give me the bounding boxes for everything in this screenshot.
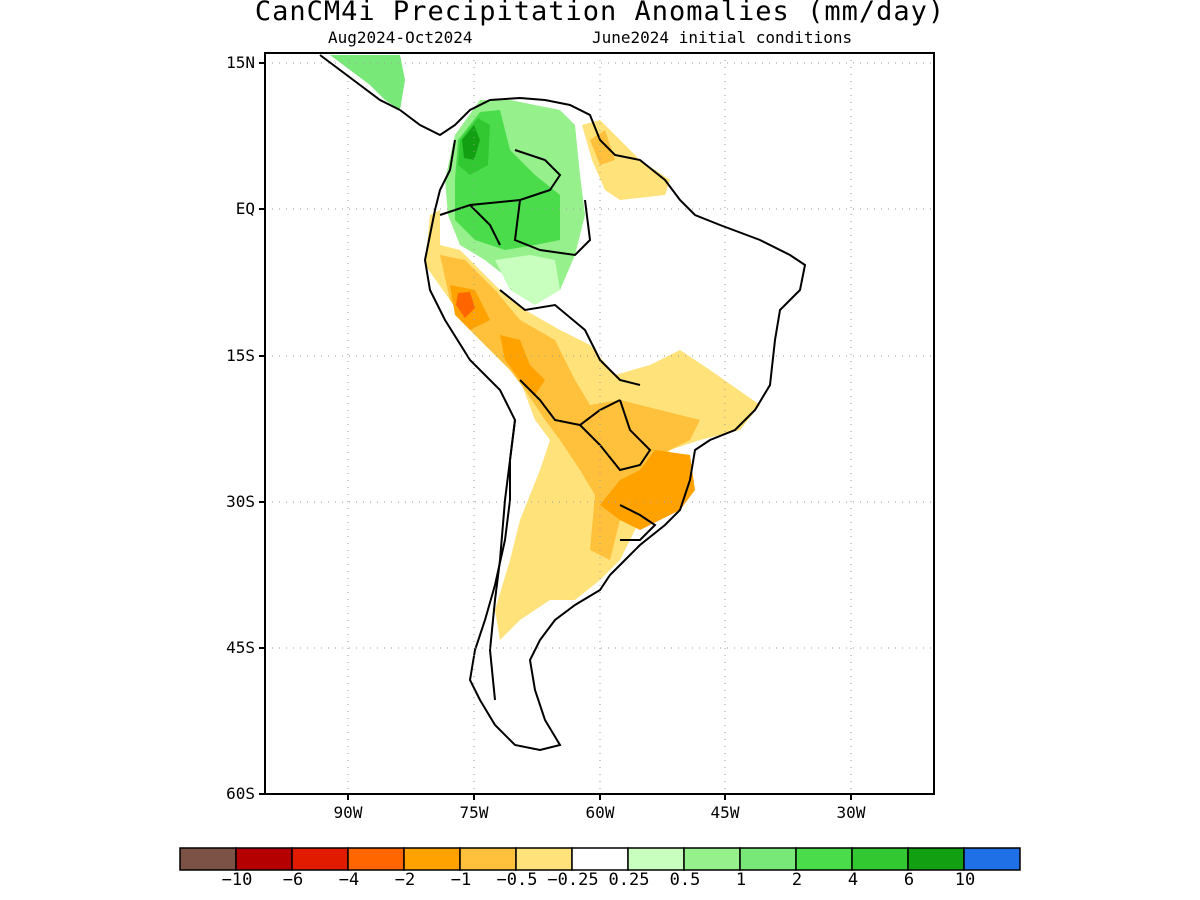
colorbar-label: −2: [394, 870, 416, 890]
colorbar-swatch: [291, 847, 349, 871]
border-brazil-north: [513, 199, 592, 257]
colorbar-swatch: [403, 847, 461, 871]
colorbar-swatch: [795, 847, 853, 871]
colorbar-label: −10: [221, 870, 253, 890]
colorbar-swatch: [739, 847, 797, 871]
border-peru-bolivia: [499, 289, 641, 386]
anomaly-orange-guianas: [590, 130, 615, 165]
colorbar-swatch: [683, 847, 741, 871]
coastlines: [319, 54, 807, 752]
border-argentina-chile: [488, 419, 516, 701]
coastline-central-america: [319, 54, 401, 111]
anomaly-shading: [330, 55, 760, 640]
colorbar-label: 4: [847, 870, 859, 890]
lat-label-30S: 30S: [226, 492, 255, 511]
border-ecuador: [439, 203, 501, 246]
lat-label-45S: 45S: [226, 638, 255, 657]
lat-label-EQ: EQ: [235, 199, 255, 218]
anomaly-orange-south-brazil: [600, 450, 695, 530]
lat-label-60S: 60S: [226, 784, 255, 803]
lon-label-60W: 60W: [585, 803, 615, 822]
colorbar-swatch: [851, 847, 909, 871]
colorbar-label: −0.25: [547, 870, 599, 890]
colorbar-label: −0.5: [496, 870, 538, 890]
colorbar-swatch: [907, 847, 965, 871]
border-colombia: [469, 149, 562, 206]
border-uruguay: [619, 504, 657, 541]
anomaly-orange-bolivia: [500, 335, 545, 395]
colorbar-label: 6: [903, 870, 915, 890]
anomaly-green-north-darkest: [462, 125, 480, 160]
axis-ticks: [259, 62, 852, 800]
lon-label-45W: 45W: [710, 803, 740, 822]
colorbar-label: 2: [791, 870, 803, 890]
colorbar-label: 10: [954, 870, 976, 890]
colorbar-label: 0.25: [608, 870, 650, 890]
colorbar: [179, 847, 1021, 871]
lat-label-15N: 15N: [226, 53, 255, 72]
anomaly-redorange-peru: [456, 292, 475, 318]
colorbar-label: 0.5: [669, 870, 701, 890]
lon-label-30W: 30W: [836, 803, 866, 822]
colorbar-swatch: [571, 847, 629, 871]
colorbar-swatch: [459, 847, 517, 871]
anomaly-yellow-guianas: [582, 120, 670, 200]
anomaly-green-amazon-light: [495, 255, 560, 305]
lon-label-90W: 90W: [333, 803, 363, 822]
colorbar-label: 1: [735, 870, 747, 890]
map-subtitle-period: Aug2024-Oct2024: [328, 28, 473, 47]
colorbar-swatch: [179, 847, 237, 871]
colorbar-swatch: [515, 847, 573, 871]
lat-label-15S: 15S: [226, 346, 255, 365]
colorbar-swatch: [235, 847, 293, 871]
colorbar-label: −6: [282, 870, 304, 890]
colorbar-swatch: [627, 847, 685, 871]
map-subtitle-init: June2024 initial conditions: [592, 28, 853, 47]
colorbar-label: −1: [450, 870, 472, 890]
colorbar-label: −4: [338, 870, 360, 890]
colorbar-swatch: [347, 847, 405, 871]
map-title: CanCM4i Precipitation Anomalies (mm/day): [254, 0, 946, 27]
lon-label-75W: 75W: [459, 803, 489, 822]
colorbar-swatch: [963, 847, 1021, 871]
border-bolivia-south: [519, 379, 621, 427]
anomaly-green-central-america: [330, 55, 405, 110]
